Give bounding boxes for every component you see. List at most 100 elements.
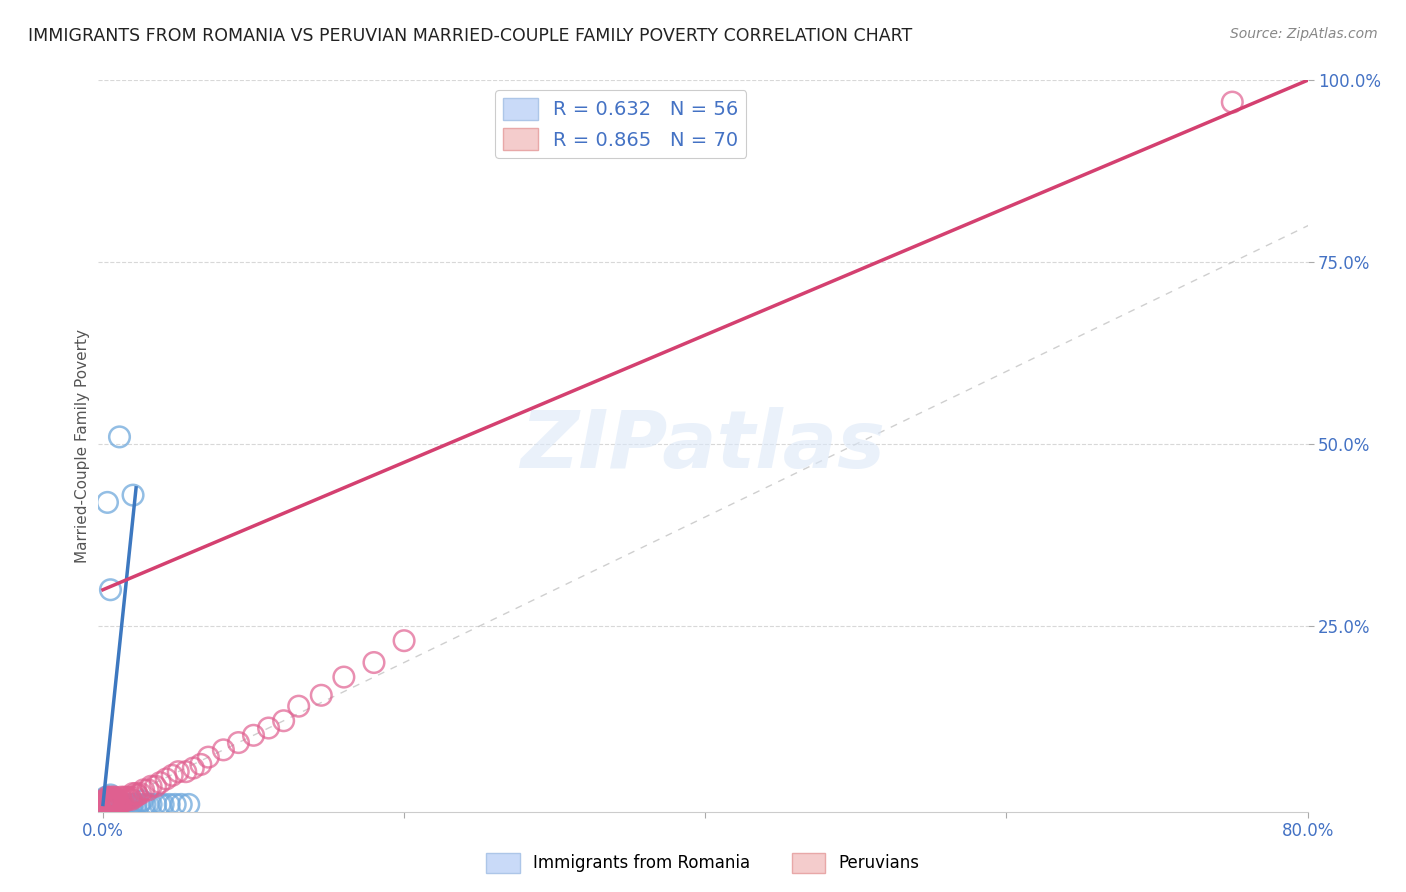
Point <box>114 794 136 808</box>
Point <box>170 797 193 812</box>
Point <box>125 797 148 812</box>
Point <box>104 790 127 805</box>
Point <box>93 792 115 806</box>
Point <box>108 797 131 812</box>
Point <box>105 797 128 812</box>
Point <box>132 783 155 797</box>
Point <box>96 790 118 805</box>
Point <box>134 797 156 812</box>
Point <box>311 688 333 702</box>
Point <box>97 790 120 805</box>
Legend: R = 0.632   N = 56, R = 0.865   N = 70: R = 0.632 N = 56, R = 0.865 N = 70 <box>495 90 747 158</box>
Point <box>115 797 138 812</box>
Text: ZIPatlas: ZIPatlas <box>520 407 886 485</box>
Point <box>101 797 124 812</box>
Point <box>96 795 118 809</box>
Point <box>100 582 122 597</box>
Legend: Immigrants from Romania, Peruvians: Immigrants from Romania, Peruvians <box>479 847 927 880</box>
Point <box>93 797 115 812</box>
Point <box>94 794 117 808</box>
Point <box>105 794 128 808</box>
Point <box>111 794 134 808</box>
Point <box>96 797 118 812</box>
Point <box>392 633 415 648</box>
Point <box>333 670 356 684</box>
Point <box>111 797 134 812</box>
Point <box>273 714 295 728</box>
Point <box>96 797 118 812</box>
Point <box>96 794 118 808</box>
Point <box>103 790 125 805</box>
Point <box>174 764 197 779</box>
Point <box>287 699 309 714</box>
Point <box>97 795 120 809</box>
Point <box>108 430 131 444</box>
Point <box>103 794 125 808</box>
Point <box>152 797 174 812</box>
Text: IMMIGRANTS FROM ROMANIA VS PERUVIAN MARRIED-COUPLE FAMILY POVERTY CORRELATION CH: IMMIGRANTS FROM ROMANIA VS PERUVIAN MARR… <box>28 27 912 45</box>
Point <box>101 795 124 809</box>
Point <box>242 728 264 742</box>
Point <box>149 797 172 812</box>
Point <box>125 787 148 801</box>
Point <box>124 790 146 805</box>
Point <box>363 656 385 670</box>
Point <box>94 790 117 805</box>
Point <box>181 761 204 775</box>
Point <box>100 795 122 809</box>
Point <box>94 797 117 812</box>
Point <box>257 721 280 735</box>
Point <box>103 797 125 812</box>
Point <box>101 792 124 806</box>
Point <box>105 795 128 809</box>
Point <box>107 797 129 812</box>
Point <box>103 797 125 812</box>
Point <box>96 790 118 805</box>
Point <box>145 797 167 812</box>
Point <box>96 795 118 809</box>
Point <box>1220 95 1243 109</box>
Point <box>104 794 127 808</box>
Point <box>115 790 138 805</box>
Point <box>228 735 250 749</box>
Point <box>100 797 122 812</box>
Point <box>165 797 187 812</box>
Point <box>104 794 127 808</box>
Point <box>114 797 136 812</box>
Point <box>105 797 128 812</box>
Point <box>93 794 115 808</box>
Point <box>127 788 149 802</box>
Point <box>101 792 124 806</box>
Point <box>107 794 129 808</box>
Point <box>122 787 145 801</box>
Point <box>107 792 129 806</box>
Point <box>112 790 135 805</box>
Point <box>118 790 141 805</box>
Point <box>117 797 139 812</box>
Point <box>100 795 122 809</box>
Point <box>100 794 122 808</box>
Point <box>93 794 115 808</box>
Point <box>93 798 115 813</box>
Point <box>129 787 152 801</box>
Point <box>167 764 190 779</box>
Point <box>94 792 117 806</box>
Point <box>97 795 120 809</box>
Point <box>122 488 145 502</box>
Point <box>136 797 159 812</box>
Point <box>121 797 143 812</box>
Point <box>121 792 143 806</box>
Point <box>94 795 117 809</box>
Point <box>131 794 153 808</box>
Point <box>110 795 132 809</box>
Point <box>128 797 150 812</box>
Point <box>155 772 177 786</box>
Point <box>97 794 120 808</box>
Point <box>96 792 118 806</box>
Point <box>100 788 122 802</box>
Point <box>139 779 162 793</box>
Point <box>97 797 120 812</box>
Point <box>108 794 131 808</box>
Text: Source: ZipAtlas.com: Source: ZipAtlas.com <box>1230 27 1378 41</box>
Point <box>103 795 125 809</box>
